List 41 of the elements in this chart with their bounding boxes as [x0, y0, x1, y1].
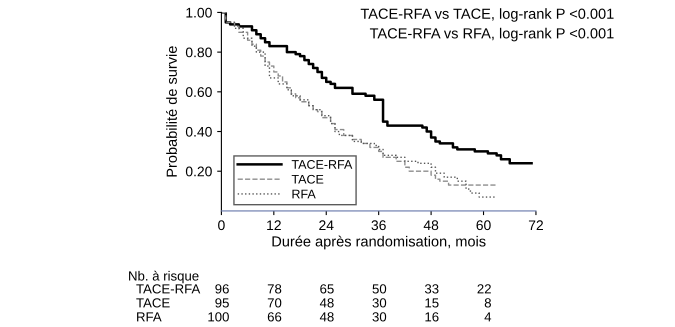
x-tick-label: 72: [528, 220, 543, 230]
text: 22: [478, 284, 491, 294]
annotation: TACE-RFA vs RFA, log-rank P <0.001: [370, 28, 614, 42]
text: 48: [320, 298, 334, 308]
x-axis-title: Durée après randomisation, mois: [272, 236, 486, 250]
text: 100: [208, 312, 229, 322]
text: 50: [372, 284, 386, 294]
text: 15: [425, 298, 439, 308]
text: 65: [320, 284, 334, 294]
text: RFA: [137, 312, 162, 322]
y-tick-label: 0.20: [186, 166, 212, 176]
x-tick-label: 12: [267, 220, 281, 230]
text: 66: [268, 312, 282, 322]
text: 30: [372, 298, 386, 308]
text: 78: [268, 284, 282, 294]
text: 48: [320, 312, 334, 322]
legend-label: RFA: [292, 190, 316, 198]
text: 30: [372, 312, 386, 322]
y-tick-label: 0.40: [186, 126, 212, 137]
x-tick-label: 36: [371, 220, 386, 230]
text: TACE: [136, 298, 170, 308]
x-tick-label: 24: [319, 220, 334, 230]
text: 8: [484, 298, 491, 308]
legend-label: TACE: [292, 174, 324, 184]
y-tick-label: 1.00: [186, 8, 212, 18]
text: 16: [425, 312, 439, 322]
x-tick-label: 48: [424, 220, 438, 230]
y-tick-label: 0.60: [186, 87, 212, 97]
text: 95: [215, 298, 229, 308]
annotation: TACE-RFA vs TACE, log-rank P <0.001: [360, 8, 614, 22]
text: 4: [484, 312, 492, 322]
text: TACE-RFA: [136, 284, 200, 294]
y-tick-label: 0.80: [186, 47, 212, 58]
x-tick-label: 0: [218, 220, 225, 230]
text: 70: [268, 298, 282, 308]
text: 96: [215, 284, 229, 294]
text: 33: [424, 284, 439, 294]
y-axis-title: Probabilité de survie: [166, 46, 177, 177]
legend-label: TACE-RFA: [292, 160, 352, 169]
text: Nb. à risque: [129, 270, 199, 284]
x-tick-label: 60: [476, 220, 491, 230]
